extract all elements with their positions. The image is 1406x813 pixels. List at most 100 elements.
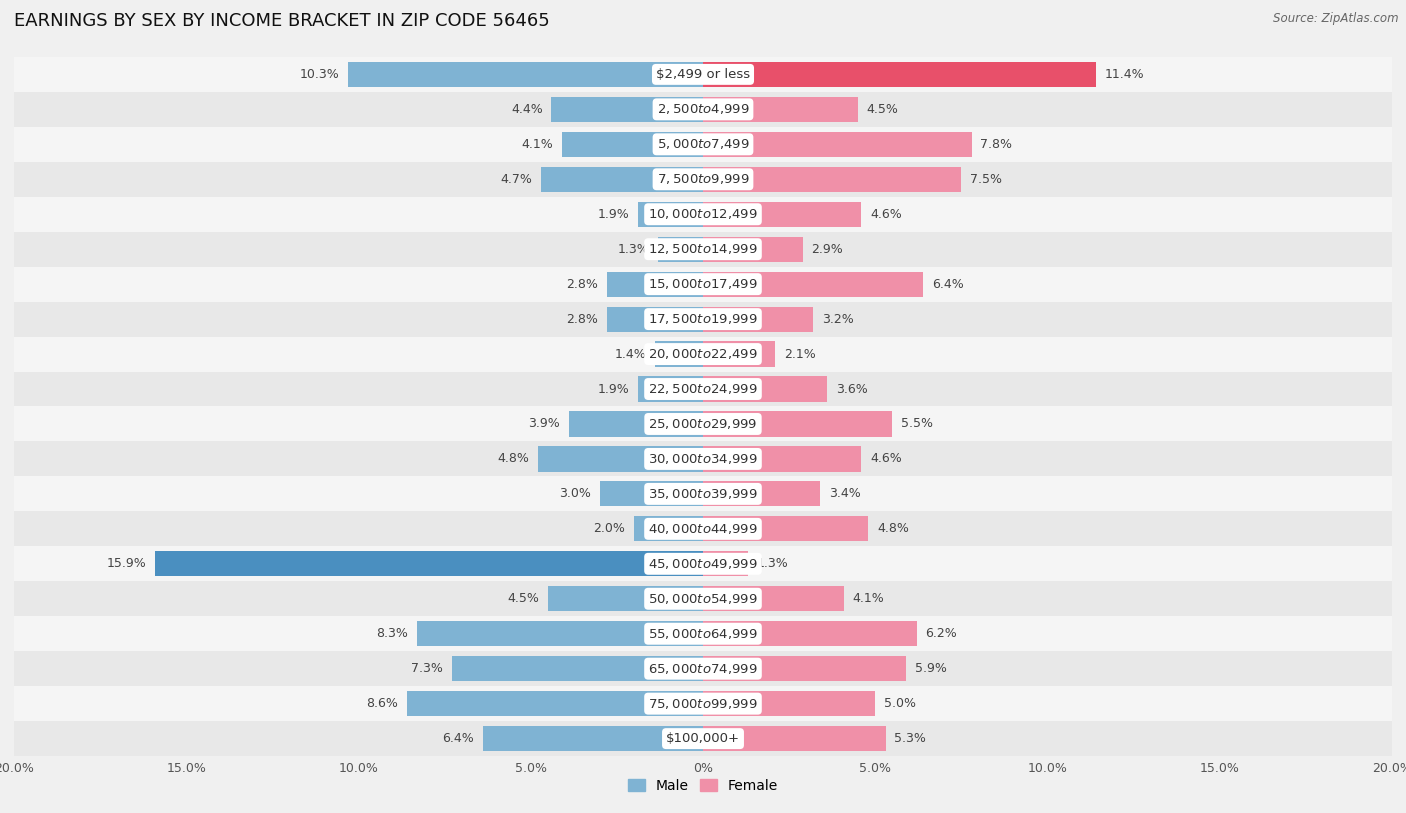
Text: 5.3%: 5.3% <box>894 733 927 745</box>
Bar <box>606 272 703 297</box>
Bar <box>14 581 1392 616</box>
Text: 3.6%: 3.6% <box>835 383 868 395</box>
Text: 7.3%: 7.3% <box>411 663 443 675</box>
Text: $35,000 to $39,999: $35,000 to $39,999 <box>648 487 758 501</box>
Text: Source: ZipAtlas.com: Source: ZipAtlas.com <box>1274 12 1399 25</box>
Bar <box>14 651 1392 686</box>
Bar <box>703 656 907 681</box>
Bar <box>703 237 803 262</box>
Text: 1.9%: 1.9% <box>598 208 628 220</box>
Bar <box>14 406 1392 441</box>
Text: 4.1%: 4.1% <box>522 138 553 150</box>
Text: 2.0%: 2.0% <box>593 523 626 535</box>
Text: 4.5%: 4.5% <box>508 593 540 605</box>
Bar <box>703 202 862 227</box>
Text: $55,000 to $64,999: $55,000 to $64,999 <box>648 627 758 641</box>
Bar <box>703 341 775 367</box>
Bar <box>14 337 1392 372</box>
Bar <box>703 621 917 646</box>
Text: $22,500 to $24,999: $22,500 to $24,999 <box>648 382 758 396</box>
Text: 7.5%: 7.5% <box>970 173 1002 185</box>
Bar <box>703 691 875 716</box>
Text: 4.6%: 4.6% <box>870 208 901 220</box>
Bar <box>703 62 1095 87</box>
Text: $7,500 to $9,999: $7,500 to $9,999 <box>657 172 749 186</box>
Text: 2.8%: 2.8% <box>567 278 598 290</box>
Bar <box>14 232 1392 267</box>
Bar <box>14 686 1392 721</box>
Text: 11.4%: 11.4% <box>1104 68 1144 80</box>
Bar <box>14 92 1392 127</box>
Bar <box>349 62 703 87</box>
Text: $12,500 to $14,999: $12,500 to $14,999 <box>648 242 758 256</box>
Text: EARNINGS BY SEX BY INCOME BRACKET IN ZIP CODE 56465: EARNINGS BY SEX BY INCOME BRACKET IN ZIP… <box>14 12 550 30</box>
Text: 5.9%: 5.9% <box>915 663 946 675</box>
Text: 2.1%: 2.1% <box>785 348 815 360</box>
Bar <box>14 57 1392 92</box>
Bar <box>703 97 858 122</box>
Bar <box>451 656 703 681</box>
Text: $100,000+: $100,000+ <box>666 733 740 745</box>
Text: 3.9%: 3.9% <box>529 418 560 430</box>
Bar <box>703 516 869 541</box>
Text: 1.3%: 1.3% <box>756 558 789 570</box>
Bar <box>14 511 1392 546</box>
Bar <box>703 272 924 297</box>
Bar <box>703 376 827 402</box>
Text: $5,000 to $7,499: $5,000 to $7,499 <box>657 137 749 151</box>
Bar <box>14 616 1392 651</box>
Bar <box>14 721 1392 756</box>
Text: 3.2%: 3.2% <box>823 313 853 325</box>
Bar <box>703 167 962 192</box>
Text: 15.9%: 15.9% <box>107 558 146 570</box>
Bar <box>551 97 703 122</box>
Bar <box>606 307 703 332</box>
Bar <box>634 516 703 541</box>
Text: $50,000 to $54,999: $50,000 to $54,999 <box>648 592 758 606</box>
Text: $25,000 to $29,999: $25,000 to $29,999 <box>648 417 758 431</box>
Text: 4.6%: 4.6% <box>870 453 901 465</box>
Bar <box>548 586 703 611</box>
Bar <box>14 127 1392 162</box>
Text: 5.0%: 5.0% <box>884 698 915 710</box>
Text: 8.6%: 8.6% <box>367 698 398 710</box>
Text: 2.9%: 2.9% <box>811 243 844 255</box>
Text: $15,000 to $17,499: $15,000 to $17,499 <box>648 277 758 291</box>
Bar <box>482 726 703 751</box>
Bar <box>703 586 844 611</box>
Text: $65,000 to $74,999: $65,000 to $74,999 <box>648 662 758 676</box>
Bar <box>703 446 862 472</box>
Text: 10.3%: 10.3% <box>299 68 340 80</box>
Text: 2.8%: 2.8% <box>567 313 598 325</box>
Bar <box>406 691 703 716</box>
Text: 1.4%: 1.4% <box>614 348 647 360</box>
Bar <box>14 302 1392 337</box>
Text: 1.3%: 1.3% <box>617 243 650 255</box>
Bar <box>703 551 748 576</box>
Bar <box>562 132 703 157</box>
Bar <box>14 267 1392 302</box>
Text: $45,000 to $49,999: $45,000 to $49,999 <box>648 557 758 571</box>
Bar <box>637 376 703 402</box>
Text: 7.8%: 7.8% <box>980 138 1012 150</box>
Text: 4.8%: 4.8% <box>877 523 908 535</box>
Bar <box>537 446 703 472</box>
Text: $2,500 to $4,999: $2,500 to $4,999 <box>657 102 749 116</box>
Bar <box>568 411 703 437</box>
Text: 3.4%: 3.4% <box>828 488 860 500</box>
Text: $40,000 to $44,999: $40,000 to $44,999 <box>648 522 758 536</box>
Text: $30,000 to $34,999: $30,000 to $34,999 <box>648 452 758 466</box>
Text: 5.5%: 5.5% <box>901 418 934 430</box>
Bar <box>418 621 703 646</box>
Text: $2,499 or less: $2,499 or less <box>657 68 749 80</box>
Text: 6.4%: 6.4% <box>441 733 474 745</box>
Text: 4.7%: 4.7% <box>501 173 533 185</box>
Text: 8.3%: 8.3% <box>377 628 409 640</box>
Text: $10,000 to $12,499: $10,000 to $12,499 <box>648 207 758 221</box>
Bar <box>703 726 886 751</box>
Text: 4.8%: 4.8% <box>498 453 529 465</box>
Text: 4.5%: 4.5% <box>866 103 898 115</box>
Bar <box>14 197 1392 232</box>
Bar <box>637 202 703 227</box>
Bar <box>541 167 703 192</box>
